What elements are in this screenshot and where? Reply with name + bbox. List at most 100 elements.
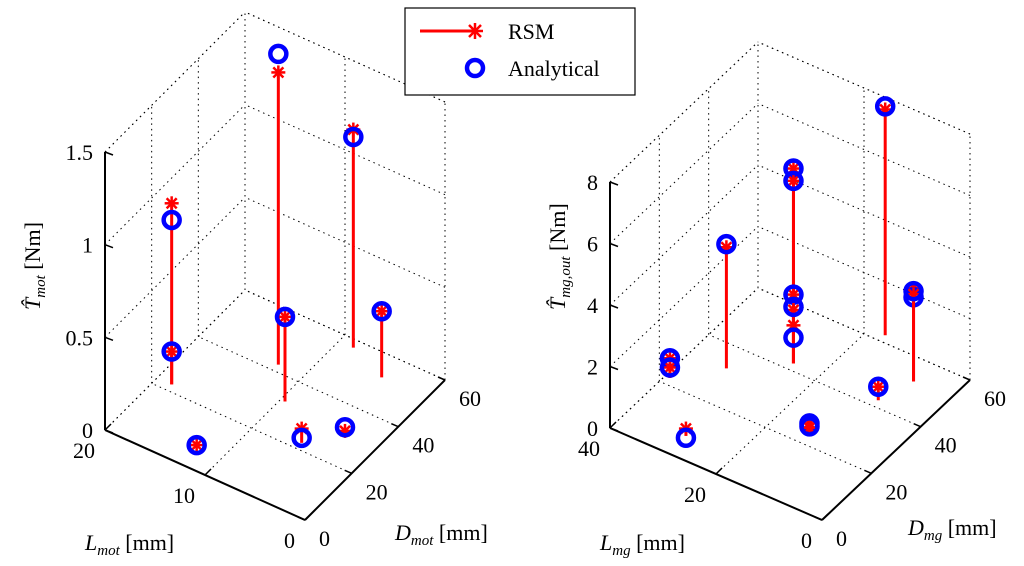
analytical-marker [783, 284, 804, 305]
z-tick-label: 0.5 [66, 325, 94, 350]
rsm-marker [374, 304, 389, 319]
y-tick-label: 60 [459, 386, 481, 411]
x-tick-mark [821, 513, 829, 521]
z-grid [609, 226, 759, 367]
y-tick-mark [913, 422, 921, 428]
z-axis-label: T̂mg,out [Nm] [545, 203, 574, 310]
z-tick-label: 1.5 [66, 140, 94, 165]
x-tick-mark [715, 467, 723, 475]
y-tick-label: 0 [319, 526, 330, 551]
analytical-marker [659, 357, 681, 378]
y-tick-label: 20 [885, 479, 907, 504]
y-tick-mark [437, 376, 446, 381]
y-tick-mark [962, 376, 971, 381]
y-axis-label: Dmot [mm] [394, 520, 488, 549]
y-tick-label: 0 [836, 526, 847, 551]
z-tick-label: 4 [587, 293, 598, 318]
grid-lines [104, 11, 446, 521]
z-tick-mark [104, 151, 114, 156]
legend-analytical-marker [464, 57, 486, 79]
x-tick-mark [104, 423, 112, 431]
data-points [659, 96, 924, 449]
analytical-marker [186, 434, 207, 456]
rsm-marker [271, 65, 286, 80]
z-tick-mark [609, 365, 619, 371]
rsm-marker [164, 196, 179, 211]
x-axis-label: Lmg [mm] [599, 530, 685, 559]
x-axis-label: Lmot [mm] [84, 530, 174, 559]
x-tick-label: 20 [73, 438, 95, 463]
y-tick-mark [391, 422, 399, 428]
x-tick-label: 0 [284, 528, 295, 553]
z-grid [757, 103, 971, 196]
z-tick-mark [609, 304, 619, 309]
y-tick-label: 20 [366, 479, 388, 504]
y-tick-mark [297, 516, 306, 521]
y-tick-mark [814, 516, 823, 521]
x-grid [204, 334, 346, 476]
z-grid [104, 11, 246, 153]
y-tick-label: 40 [412, 433, 434, 458]
floor-edge [609, 287, 759, 429]
y-grid [708, 334, 921, 428]
y-tick-mark [864, 469, 872, 475]
legend: RSM Analytical [404, 7, 636, 96]
rsm-marker [786, 173, 801, 188]
z-tick-label: 1 [82, 233, 93, 258]
y-axis-label: Dmg [mm] [907, 515, 997, 544]
analytical-marker [291, 427, 312, 449]
z-tick-mark [104, 243, 114, 249]
x-grid [609, 287, 759, 429]
box-edge [104, 11, 246, 153]
z-tick-mark [104, 336, 114, 342]
z-tick-mark [104, 429, 114, 434]
y-tick-label: 60 [984, 386, 1006, 411]
legend-rsm-marker [467, 23, 483, 39]
rsm-marker [871, 379, 886, 394]
z-tick-label: 0 [587, 416, 598, 441]
legend-analytical-label: Analytical [508, 56, 600, 81]
z-tick-mark [609, 242, 619, 248]
y-grid [659, 380, 872, 474]
analytical-marker [716, 233, 737, 255]
z-grid [757, 41, 971, 135]
y-grid [198, 336, 399, 428]
x-tick-mark [204, 468, 212, 476]
x-grid [715, 333, 865, 475]
analytical-marker [675, 427, 697, 449]
analytical-marker [274, 306, 296, 328]
z-grid [104, 196, 246, 338]
z-grid [244, 104, 446, 196]
z-tick-label: 0 [82, 418, 93, 443]
x-tick-label: 10 [173, 483, 195, 508]
y-axis-line [821, 379, 971, 521]
analytical-marker [783, 170, 804, 192]
z-tick-label: 6 [587, 232, 598, 257]
analytical-marker [903, 280, 924, 302]
z-tick-mark [609, 427, 619, 432]
analytical-marker [343, 126, 364, 148]
z-grid [609, 287, 759, 429]
z-grid [609, 164, 759, 306]
data-points [161, 43, 392, 456]
x-tick-label: 20 [684, 482, 706, 507]
x-tick-mark [304, 513, 312, 521]
rsm-marker [662, 360, 677, 375]
legend-box [404, 7, 636, 96]
analytical-marker [161, 341, 182, 362]
z-grid [104, 104, 246, 246]
analytical-marker [799, 416, 820, 437]
x-tick-mark [609, 421, 617, 429]
rsm-marker [278, 309, 292, 324]
z-grid [609, 103, 759, 244]
y-axis-line [304, 379, 446, 521]
y-tick-mark [344, 469, 352, 475]
analytical-marker [161, 209, 182, 231]
analytical-marker [783, 296, 804, 318]
